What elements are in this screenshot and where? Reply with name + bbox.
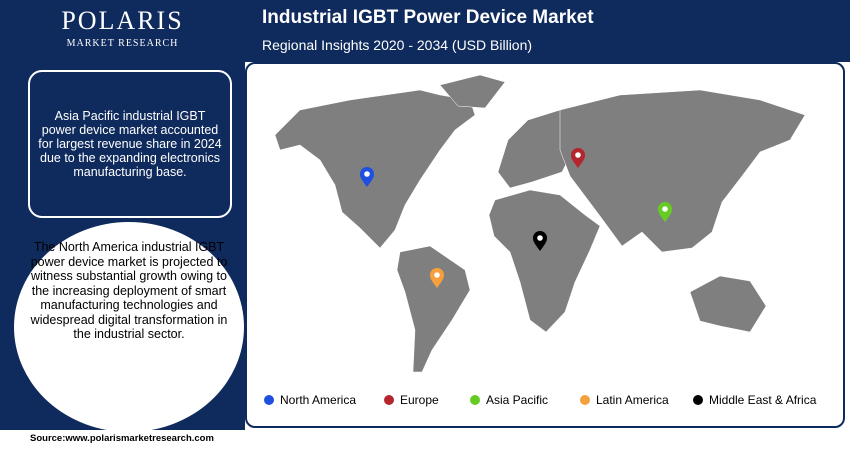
pin-hole	[434, 272, 440, 278]
legend-dot	[264, 395, 274, 405]
legend-label: North America	[280, 393, 356, 407]
asia	[559, 89, 806, 253]
subtitle: Regional Insights 2020 - 2034 (USD Billi…	[262, 37, 533, 53]
legend-label: Middle East & Africa	[709, 393, 817, 407]
pin-hole	[662, 206, 668, 212]
logo: POLARIS	[61, 6, 184, 35]
australia	[689, 275, 767, 333]
pin-body	[430, 268, 444, 288]
africa	[488, 189, 601, 333]
pin-body	[533, 231, 547, 251]
callout: The North America industrial IGBT power …	[30, 240, 228, 341]
legend-label: Europe	[400, 393, 439, 407]
pin-hole	[575, 152, 581, 158]
logo-subtitle: MARKET RESEARCH	[66, 38, 179, 49]
pin-body	[360, 167, 374, 187]
map-pin	[360, 167, 374, 187]
map-pin	[430, 268, 444, 288]
map-pin	[571, 148, 585, 168]
legend-label: Asia Pacific	[486, 393, 548, 407]
continents	[274, 74, 806, 373]
greenland	[439, 74, 506, 109]
pin-body	[571, 148, 585, 168]
south-america	[396, 245, 471, 373]
callout: Asia Pacific industrial IGBT power devic…	[28, 70, 232, 218]
legend-dot	[693, 395, 703, 405]
title: Industrial IGBT Power Device Market	[262, 7, 594, 28]
legend-dot	[580, 395, 590, 405]
legend-dot	[470, 395, 480, 405]
source: Source:www.polarismarketresearch.com	[30, 433, 214, 444]
header-band	[245, 0, 850, 62]
legend-label: Latin America	[596, 393, 669, 407]
pin-body	[658, 202, 672, 222]
pin-hole	[537, 235, 543, 241]
legend-dot	[384, 395, 394, 405]
map-pin	[658, 202, 672, 222]
map-pin	[533, 231, 547, 251]
north-america	[274, 89, 476, 249]
pin-hole	[364, 171, 370, 177]
callout-circle	[14, 222, 244, 432]
